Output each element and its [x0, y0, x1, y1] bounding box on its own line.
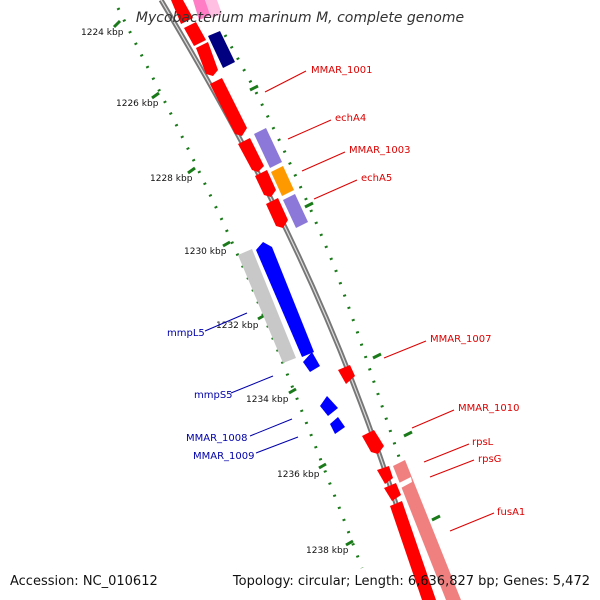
scale-tick-label: 1224 kbp [81, 28, 124, 38]
leader-line [301, 151, 346, 172]
pink-feature [193, 0, 211, 20]
gene-label[interactable]: MMAR_1009 [193, 451, 255, 462]
right-leader-lines [264, 70, 495, 532]
scale-tick [345, 539, 354, 547]
gene-arrow [303, 352, 320, 372]
scale-tick-label: 1232 kbp [216, 321, 259, 331]
scale-tick [318, 462, 327, 470]
gene-label[interactable]: rpsL [472, 437, 494, 448]
gene-arrow [377, 466, 393, 484]
leader-line [383, 340, 427, 359]
leader-line [230, 375, 274, 394]
leader-line [449, 512, 495, 532]
scale-dotted-line-left [116, 7, 364, 569]
gene-label[interactable]: MMAR_1008 [186, 433, 248, 444]
gene-arrow [256, 242, 314, 357]
gene-arrow [384, 483, 401, 501]
gene-label[interactable]: echA4 [335, 113, 366, 124]
gene-arrow [171, 0, 193, 24]
gene-label[interactable]: mmpS5 [194, 390, 233, 401]
scale-tick-labels: 1224 kbp 1226 kbp 1228 kbp 1230 kbp 1232… [81, 28, 349, 556]
forward-genes [171, 0, 436, 600]
gene-label[interactable]: MMAR_1007 [430, 334, 492, 345]
grey-feature [238, 249, 296, 363]
leader-line [411, 409, 455, 429]
scale-tick [431, 514, 441, 522]
reverse-genes [238, 242, 345, 434]
scale-tick-label: 1236 kbp [277, 470, 320, 480]
left-labels: mmpL5 mmpS5 MMAR_1008 MMAR_1009 [167, 328, 255, 462]
accession-text: Accession: NC_010612 [10, 574, 158, 589]
gene-arrow [210, 78, 247, 136]
purple-feature [254, 128, 282, 168]
scale-tick [403, 430, 413, 438]
gene-arrow [390, 501, 436, 600]
scale-tick [187, 166, 196, 175]
salmon-feature [393, 460, 461, 600]
gene-label[interactable]: echA5 [361, 173, 392, 184]
scale-tick-label: 1238 kbp [306, 546, 349, 556]
gene-arrow [320, 396, 338, 416]
leader-line [423, 443, 470, 463]
scale-tick [288, 387, 297, 395]
scale-tick [112, 19, 122, 29]
scale-tick [304, 201, 314, 209]
gene-label[interactable]: MMAR_1010 [458, 403, 520, 414]
salmon-feature-gap [399, 477, 412, 488]
left-leader-lines [204, 312, 299, 454]
leader-line [204, 312, 248, 332]
gene-arrow [196, 42, 218, 76]
gene-arrow [238, 138, 264, 172]
purple-feature [283, 194, 308, 228]
gene-arrow [338, 365, 355, 384]
gene-arrow [362, 430, 384, 454]
scale-tick-label: 1226 kbp [116, 99, 159, 109]
gene-label[interactable]: fusA1 [497, 507, 525, 518]
scale-tick [222, 240, 231, 248]
gene-label[interactable]: MMAR_1001 [311, 65, 373, 76]
scale-tick [372, 352, 382, 360]
leader-line [287, 119, 332, 140]
navy-feature [208, 31, 235, 68]
genome-title: Mycobacterium marinum M, complete genome [135, 10, 465, 26]
leader-line [429, 459, 475, 478]
light-pink-feature [205, 0, 222, 18]
scale-tick-label: 1228 kbp [150, 174, 193, 184]
gene-arrow [266, 198, 288, 228]
orange-feature [271, 166, 294, 196]
leader-line [249, 418, 293, 437]
scale-tick-label: 1230 kbp [184, 247, 227, 257]
gene-label[interactable]: MMAR_1003 [349, 145, 411, 156]
leader-line [264, 70, 307, 93]
gene-arrow [184, 22, 206, 46]
leader-line [255, 436, 299, 454]
scale-tick [249, 84, 259, 92]
right-labels: MMAR_1001 echA4 MMAR_1003 echA5 MMAR_100… [311, 65, 525, 518]
gene-arrow [330, 417, 345, 434]
scale-dotted-line-right [223, 34, 454, 600]
gene-arrow [255, 170, 276, 197]
leader-line [313, 179, 358, 200]
feature-blocks [193, 0, 461, 600]
gene-label[interactable]: rpsG [478, 454, 501, 465]
gene-label[interactable]: mmpL5 [167, 328, 205, 339]
genome-summary-text: Topology: circular; Length: 6,636,827 bp… [232, 574, 590, 589]
scale-tick-label: 1234 kbp [246, 395, 289, 405]
scale-tick [151, 91, 160, 100]
